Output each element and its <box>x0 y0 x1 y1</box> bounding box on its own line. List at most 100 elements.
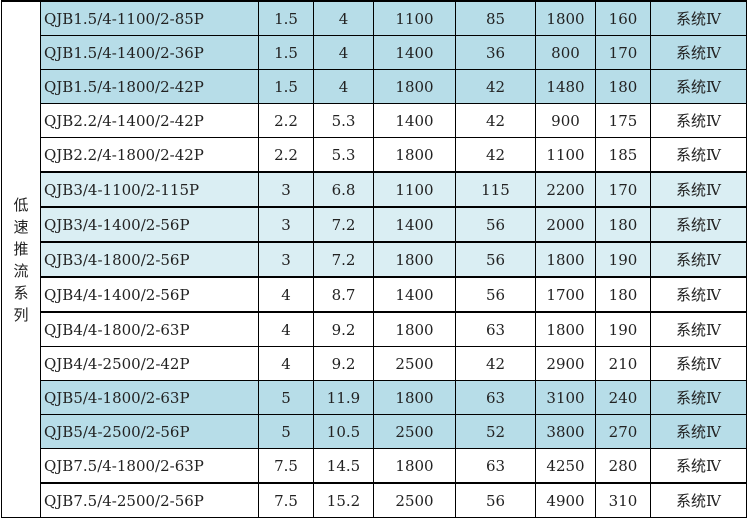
cell-c: 1400 <box>373 206 456 243</box>
cell-b: 5.3 <box>313 137 374 173</box>
cell-f: 210 <box>595 346 651 381</box>
cell-g: 系统Ⅳ <box>650 206 747 243</box>
cell-f: 175 <box>595 103 651 138</box>
table-row: QJB5/4-1800/2-63P 5 11.9 1800 63 3100 240 系统Ⅳ <box>2 380 747 415</box>
cell-c: 1400 <box>373 35 456 70</box>
cell-model: QJB2.2/4-1800/2-42P <box>40 137 259 173</box>
cell-b: 11.9 <box>313 380 374 415</box>
cell-c: 1100 <box>373 0 456 36</box>
cell-e: 1100 <box>535 137 596 173</box>
cell-f: 270 <box>595 414 651 449</box>
cell-f: 280 <box>595 448 651 484</box>
cell-e: 3100 <box>535 380 596 415</box>
cell-b: 9.2 <box>313 346 374 381</box>
cell-e: 4250 <box>535 448 596 484</box>
cell-c: 1800 <box>373 311 456 347</box>
cell-d: 36 <box>455 35 536 70</box>
cell-d: 42 <box>455 69 536 104</box>
cell-c: 1100 <box>373 171 456 208</box>
cell-g: 系统Ⅳ <box>650 380 747 415</box>
cell-f: 180 <box>595 69 651 104</box>
cell-model: QJB1.5/4-1100/2-85P <box>40 0 259 36</box>
cell-d: 52 <box>455 414 536 449</box>
cell-e: 2900 <box>535 346 596 381</box>
cell-c: 1800 <box>373 137 456 173</box>
cell-a: 5 <box>258 414 314 449</box>
cell-c: 2500 <box>373 346 456 381</box>
cell-e: 2000 <box>535 206 596 243</box>
series-label-char: 流 <box>13 261 29 280</box>
cell-e: 2200 <box>535 171 596 208</box>
cell-e: 3800 <box>535 414 596 449</box>
cell-g: 系统Ⅳ <box>650 103 747 138</box>
cell-f: 185 <box>595 137 651 173</box>
cell-g: 系统Ⅳ <box>650 241 747 278</box>
cell-b: 15.2 <box>313 482 374 518</box>
cell-c: 2500 <box>373 414 456 449</box>
cell-b: 10.5 <box>313 414 374 449</box>
cell-model: QJB2.2/4-1400/2-42P <box>40 103 259 138</box>
cell-d: 42 <box>455 103 536 138</box>
cell-e: 800 <box>535 35 596 70</box>
cell-f: 180 <box>595 206 651 243</box>
cell-c: 1800 <box>373 241 456 278</box>
table-row: QJB4/4-2500/2-42P 4 9.2 2500 42 2900 210 系统Ⅳ <box>2 346 747 381</box>
cell-a: 4 <box>258 311 314 347</box>
cell-d: 42 <box>455 137 536 173</box>
cell-c: 1800 <box>373 69 456 104</box>
cell-f: 190 <box>595 241 651 278</box>
table-row: QJB1.5/4-1400/2-36P 1.5 4 1400 36 800 170 系统Ⅳ <box>2 35 747 70</box>
cell-a: 3 <box>258 241 314 278</box>
cell-g: 系统Ⅳ <box>650 137 747 173</box>
cell-c: 2500 <box>373 482 456 518</box>
cell-d: 63 <box>455 311 536 347</box>
table-row: QJB2.2/4-1800/2-42P 2.2 5.3 1800 42 1100 185 系统… <box>2 137 747 173</box>
series-label-char: 推 <box>13 239 29 258</box>
cell-f: 190 <box>595 311 651 347</box>
cell-a: 1.5 <box>258 0 314 36</box>
table-row: QJB3/4-1400/2-56P 3 7.2 1400 56 2000 180 系统Ⅳ <box>2 206 747 243</box>
cell-b: 4 <box>313 0 374 36</box>
table-row: QJB4/4-1400/2-56P 4 8.7 1400 56 1700 180 系统Ⅳ <box>2 276 747 313</box>
cell-b: 14.5 <box>313 448 374 484</box>
cell-d: 56 <box>455 206 536 243</box>
cell-a: 1.5 <box>258 35 314 70</box>
cell-d: 56 <box>455 276 536 313</box>
cell-d: 56 <box>455 482 536 518</box>
cell-f: 160 <box>595 0 651 36</box>
cell-g: 系统Ⅳ <box>650 276 747 313</box>
cell-b: 9.2 <box>313 311 374 347</box>
cell-a: 1.5 <box>258 69 314 104</box>
cell-model: QJB5/4-2500/2-56P <box>40 414 259 449</box>
cell-model: QJB4/4-2500/2-42P <box>40 346 259 381</box>
table-row: QJB3/4-1800/2-56P 3 7.2 1800 56 1800 190 系统Ⅳ <box>2 241 747 278</box>
cell-d: 56 <box>455 241 536 278</box>
cell-c: 1400 <box>373 103 456 138</box>
cell-a: 2.2 <box>258 103 314 138</box>
cell-b: 8.7 <box>313 276 374 313</box>
table-row: QJB5/4-2500/2-56P 5 10.5 2500 52 3800 270 系统Ⅳ <box>2 414 747 449</box>
cell-g: 系统Ⅳ <box>650 482 747 518</box>
cell-model: QJB3/4-1100/2-115P <box>40 171 259 208</box>
cell-model: QJB7.5/4-2500/2-56P <box>40 482 259 518</box>
cell-g: 系统Ⅳ <box>650 448 747 484</box>
cell-b: 6.8 <box>313 171 374 208</box>
table-row: QJB7.5/4-1800/2-63P 7.5 14.5 1800 63 4250 280 系… <box>2 448 747 484</box>
table-row: QJB4/4-1800/2-63P 4 9.2 1800 63 1800 190 系统Ⅳ <box>2 311 747 347</box>
cell-a: 7.5 <box>258 482 314 518</box>
cell-g: 系统Ⅳ <box>650 0 747 36</box>
cell-a: 4 <box>258 276 314 313</box>
cell-model: QJB7.5/4-1800/2-63P <box>40 448 259 484</box>
cell-a: 2.2 <box>258 137 314 173</box>
table-row: QJB7.5/4-2500/2-56P 7.5 15.2 2500 56 4900 310 系… <box>2 482 747 518</box>
cell-model: QJB3/4-1800/2-56P <box>40 241 259 278</box>
cell-e: 1800 <box>535 0 596 36</box>
series-label-char: 速 <box>13 217 29 236</box>
cell-d: 85 <box>455 0 536 36</box>
cell-b: 7.2 <box>313 241 374 278</box>
table-row: QJB3/4-1100/2-115P 3 6.8 1100 115 2200 170 系统Ⅳ <box>2 171 747 208</box>
cell-f: 180 <box>595 276 651 313</box>
cell-e: 1800 <box>535 241 596 278</box>
table-row: QJB2.2/4-1400/2-42P 2.2 5.3 1400 42 900 175 系统Ⅳ <box>2 103 747 138</box>
